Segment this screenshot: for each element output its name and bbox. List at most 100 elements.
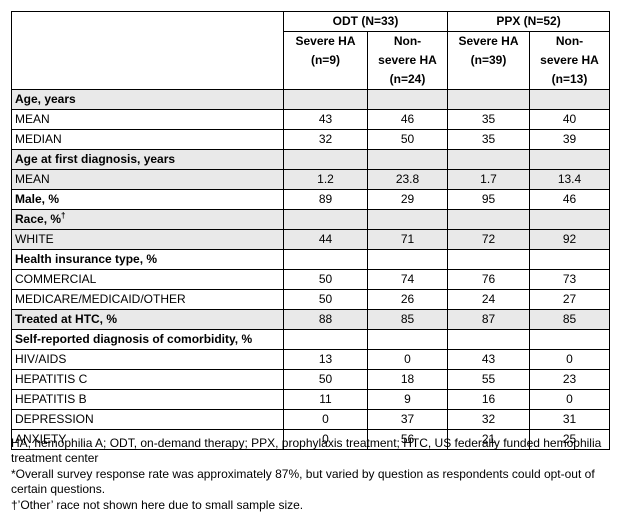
value-cell: 44 [283, 229, 368, 250]
value-cell: 27 [528, 289, 611, 310]
value-cell: 85 [367, 309, 448, 330]
row-label: HIV/AIDS [11, 349, 284, 370]
footnote-marker: † [61, 211, 66, 220]
value-cell [528, 89, 611, 110]
value-cell [447, 89, 530, 110]
subheader-ppx-nonsevere: Non- severe HA (n=13) [528, 31, 611, 90]
value-cell: 50 [283, 289, 368, 310]
value-cell: 92 [528, 229, 611, 250]
row-label: HEPATITIS C [11, 369, 284, 390]
value-cell: 95 [447, 189, 530, 210]
table-row: MEDICARE/MEDICAID/OTHER 50 26 24 27 [11, 289, 611, 310]
subheader-ppx-severe: Severe HA (n=39) [447, 31, 530, 90]
value-cell: 31 [528, 409, 611, 430]
value-cell [367, 149, 448, 170]
value-cell: 21 [447, 429, 530, 450]
section-label: Age at first diagnosis, years [11, 149, 284, 170]
row-label: MEAN [11, 109, 284, 130]
value-cell: 39 [528, 129, 611, 150]
value-cell: 85 [528, 309, 611, 330]
table-row: Race, %† [11, 209, 611, 230]
value-cell: 23.8 [367, 169, 448, 190]
value-cell: 43 [283, 109, 368, 130]
row-label: COMMERCIAL [11, 269, 284, 290]
value-cell: 72 [447, 229, 530, 250]
section-label: Age, years [11, 89, 284, 110]
value-cell [528, 249, 611, 270]
value-cell: 29 [367, 189, 448, 210]
ppx-group-header: PPX (N=52) [446, 11, 611, 32]
section-label: Treated at HTC, % [11, 309, 284, 330]
table-row: MEDIAN 32 50 35 39 [11, 129, 611, 150]
table-row: Self-reported diagnosis of comorbidity, … [11, 329, 611, 350]
footnote-race: †’Other’ race not shown here due to smal… [11, 497, 304, 512]
value-cell: 25 [528, 429, 611, 450]
section-label: Race, %† [11, 209, 284, 230]
value-cell: 32 [447, 409, 530, 430]
value-cell: 50 [283, 269, 368, 290]
value-cell [283, 329, 368, 350]
value-cell: 35 [447, 109, 530, 130]
footnote-response-rate: *Overall survey response rate was approx… [11, 466, 595, 497]
table-row: MEAN 43 46 35 40 [11, 109, 611, 130]
value-cell: 0 [528, 389, 611, 410]
table-row: Age at first diagnosis, years [11, 149, 611, 170]
section-label: Male, % [11, 189, 284, 210]
value-cell: 26 [367, 289, 448, 310]
table-row: Age, years [11, 89, 611, 110]
value-cell: 88 [283, 309, 368, 330]
value-cell: 56 [367, 429, 448, 450]
footnotes: HA, hemophilia A; ODT, on-demand therapy… [11, 436, 611, 513]
value-cell: 46 [528, 189, 611, 210]
subheader-odt-nonsevere: Non- severe HA (n=24) [367, 31, 448, 90]
row-label: HEPATITIS B [11, 389, 284, 410]
value-cell [528, 209, 611, 230]
value-cell: 74 [367, 269, 448, 290]
value-cell: 13.4 [528, 169, 611, 190]
value-cell: 43 [447, 349, 530, 370]
value-cell [367, 329, 448, 350]
value-cell [283, 89, 368, 110]
row-label: MEDIAN [11, 129, 284, 150]
table-row: MEAN 1.2 23.8 1.7 13.4 [11, 169, 611, 190]
row-label: DEPRESSION [11, 409, 284, 430]
value-cell: 0 [367, 349, 448, 370]
table-row: HEPATITIS C 50 18 55 23 [11, 369, 611, 390]
value-cell [447, 149, 530, 170]
value-cell [447, 249, 530, 270]
group-header-row: ODT (N=33) PPX (N=52) [11, 11, 611, 90]
value-cell [283, 249, 368, 270]
table-row: COMMERCIAL 50 74 76 73 [11, 269, 611, 290]
section-label: Health insurance type, % [11, 249, 284, 270]
value-cell: 73 [528, 269, 611, 290]
value-cell: 50 [367, 129, 448, 150]
value-cell: 76 [447, 269, 530, 290]
value-cell [447, 329, 530, 350]
value-cell [367, 209, 448, 230]
row-label: MEDICARE/MEDICAID/OTHER [11, 289, 284, 310]
value-cell: 9 [367, 389, 448, 410]
footnote-abbreviations: HA, hemophilia A; ODT, on-demand therapy… [11, 436, 602, 466]
value-cell: 13 [283, 349, 368, 370]
value-cell: 46 [367, 109, 448, 130]
row-label-header [11, 11, 284, 90]
value-cell: 23 [528, 369, 611, 390]
value-cell: 16 [447, 389, 530, 410]
value-cell: 35 [447, 129, 530, 150]
value-cell [283, 149, 368, 170]
value-cell: 40 [528, 109, 611, 130]
value-cell: 32 [283, 129, 368, 150]
value-cell: 0 [283, 409, 368, 430]
value-cell: 71 [367, 229, 448, 250]
table-row: HEPATITIS B 11 9 16 0 [11, 389, 611, 410]
value-cell [528, 149, 611, 170]
value-cell [528, 329, 611, 350]
table-row: Male, % 89 29 95 46 [11, 189, 611, 210]
value-cell [367, 249, 448, 270]
value-cell: 1.7 [447, 169, 530, 190]
table-row: DEPRESSION 0 37 32 31 [11, 409, 611, 430]
value-cell [367, 89, 448, 110]
table-row: ANXIETY 0 56 21 25 [11, 429, 611, 450]
table-row: Health insurance type, % [11, 249, 611, 270]
